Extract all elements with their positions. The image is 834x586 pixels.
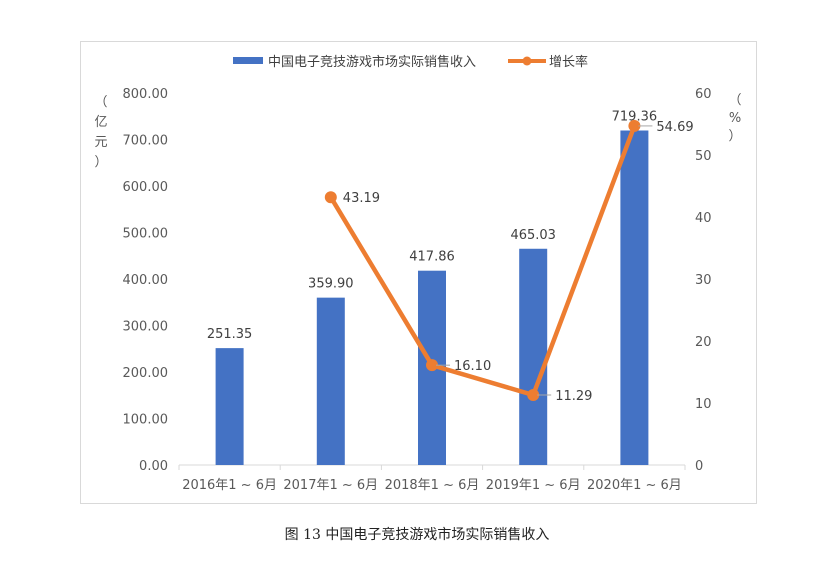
x-axis-tick: 2018年1 ~ 6月: [385, 478, 480, 493]
figure-caption: 图 13 中国电子竞技游戏市场实际销售收入: [284, 527, 550, 543]
growth-data-label: 54.69: [656, 120, 693, 135]
growth-line: [328, 125, 637, 398]
right-axis-label: ）: [728, 129, 741, 144]
right-axis-tick: 0: [695, 459, 703, 474]
bar-data-label: 359.90: [308, 277, 354, 292]
x-axis-tick: 2019年1 ~ 6月: [486, 478, 581, 493]
right-axis-tick: 40: [695, 211, 712, 226]
left-axis-tick: 600.00: [123, 180, 169, 195]
x-axis-tick: 2017年1 ~ 6月: [283, 478, 378, 493]
left-axis-tick: 500.00: [123, 227, 169, 242]
right-axis-tick: 30: [695, 273, 712, 288]
legend-label-revenue: 中国电子竞技游戏市场实际销售收入: [268, 54, 476, 70]
legend-label-growth: 增长率: [549, 54, 588, 70]
bar: [215, 348, 244, 465]
growth-data-label: 43.19: [343, 191, 380, 206]
right-axis-label: （: [728, 93, 741, 108]
right-axis-label: %: [729, 111, 741, 126]
left-axis-tick: 400.00: [123, 273, 169, 288]
growth-data-label: 16.10: [454, 359, 491, 374]
bar: [620, 130, 649, 465]
bar-data-label: 465.03: [510, 228, 556, 243]
x-axis-tick: 2016年1 ~ 6月: [182, 478, 277, 493]
right-axis-tick: 50: [695, 149, 712, 164]
right-axis-tick: 60: [695, 87, 712, 102]
growth-point: [628, 119, 641, 132]
growth-point: [324, 191, 337, 204]
bar-data-label: 417.86: [409, 250, 455, 265]
right-axis-tick: 10: [695, 397, 712, 412]
left-axis-tick: 100.00: [123, 413, 169, 428]
left-axis-tick: 0.00: [139, 459, 168, 474]
chart-frame: [80, 41, 757, 504]
legend-swatch-revenue: [233, 57, 263, 64]
bar: [519, 248, 548, 465]
left-axis-label: 元: [94, 135, 107, 150]
right-axis-tick: 20: [695, 335, 712, 350]
left-axis-tick: 300.00: [123, 320, 169, 335]
left-axis-label: （: [94, 95, 107, 110]
growth-point: [527, 389, 540, 402]
x-axis-tick: 2020年1 ~ 6月: [587, 478, 682, 493]
left-axis-tick: 700.00: [123, 134, 169, 149]
bar: [316, 297, 345, 465]
left-axis-label: 亿: [94, 115, 107, 130]
growth-data-label: 11.29: [555, 389, 592, 404]
legend-swatch-growth-marker: [522, 56, 532, 66]
growth-point: [426, 359, 438, 372]
bar-data-label: 251.35: [207, 327, 253, 342]
left-axis-tick: 200.00: [123, 366, 169, 381]
left-axis-label: ）: [94, 155, 107, 170]
left-axis-tick: 800.00: [123, 87, 169, 102]
bar-data-label: 719.36: [612, 109, 658, 124]
